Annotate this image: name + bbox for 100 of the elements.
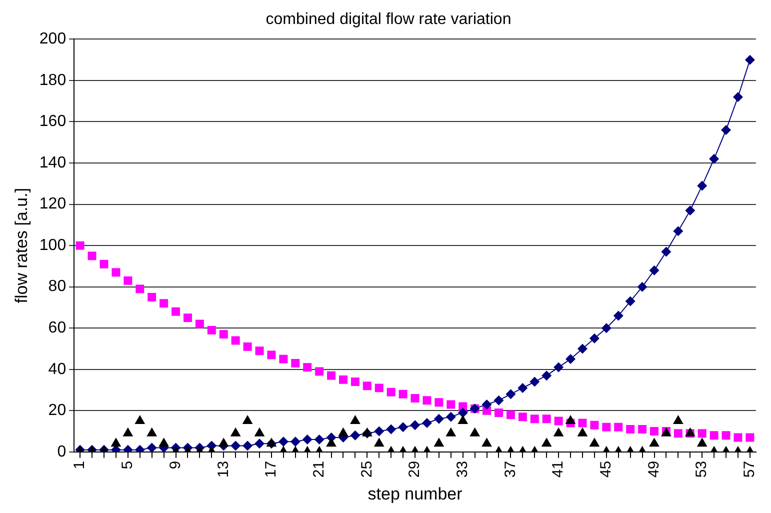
x-tick-label: 29 xyxy=(406,460,424,478)
point xyxy=(339,375,348,384)
point xyxy=(218,438,229,447)
point xyxy=(470,427,480,436)
point xyxy=(637,282,648,292)
point xyxy=(146,427,158,436)
point xyxy=(350,430,360,440)
point xyxy=(386,388,396,396)
x-tick-label: 17 xyxy=(262,460,280,478)
point xyxy=(625,296,636,306)
point xyxy=(243,342,252,351)
x-tick-label: 1 xyxy=(71,460,88,470)
point xyxy=(230,440,241,451)
y-tick-label: 140 xyxy=(39,154,66,172)
point xyxy=(291,358,300,368)
y-axis-title: flow rates [a.u.] xyxy=(12,188,31,304)
point xyxy=(434,414,444,424)
x-tick-label: 57 xyxy=(741,460,758,478)
point xyxy=(374,438,384,447)
point xyxy=(494,408,503,417)
point xyxy=(302,434,312,445)
point xyxy=(195,320,204,328)
point xyxy=(734,433,742,442)
x-tick-label: 13 xyxy=(214,460,232,478)
point xyxy=(267,350,276,360)
x-axis-title: step number xyxy=(368,484,463,504)
point xyxy=(590,420,599,430)
point xyxy=(254,438,265,449)
point xyxy=(506,410,515,420)
point xyxy=(160,299,168,308)
point xyxy=(732,92,743,102)
y-tick-label: 100 xyxy=(39,236,66,254)
point xyxy=(422,418,432,428)
point xyxy=(327,371,336,380)
point xyxy=(314,434,324,445)
point xyxy=(434,398,444,407)
point xyxy=(88,252,96,260)
point xyxy=(494,395,504,406)
y-tick-label: 120 xyxy=(39,196,66,213)
x-tick-label: 37 xyxy=(502,460,519,478)
x-tick-label: 21 xyxy=(310,460,328,478)
y-tick-label: 20 xyxy=(48,402,66,420)
y-tick-label: 160 xyxy=(39,113,66,130)
x-tick-label: 49 xyxy=(645,460,662,478)
point xyxy=(422,396,432,405)
y-tick-label: 40 xyxy=(48,360,66,378)
point xyxy=(553,427,564,436)
point xyxy=(242,440,253,451)
point xyxy=(709,154,720,164)
point xyxy=(554,362,564,372)
point xyxy=(242,414,253,424)
point xyxy=(362,382,372,390)
point xyxy=(542,414,551,424)
point xyxy=(350,378,360,386)
point xyxy=(100,260,108,268)
x-tick-label: 9 xyxy=(166,460,184,470)
point xyxy=(219,330,228,339)
point xyxy=(577,344,588,354)
point xyxy=(674,429,682,438)
point xyxy=(661,246,672,257)
point xyxy=(638,424,647,434)
point xyxy=(338,427,348,436)
point xyxy=(146,442,157,452)
point xyxy=(566,354,576,364)
point xyxy=(279,354,288,364)
chart-title: combined digital flow rate variation xyxy=(266,11,512,28)
point xyxy=(255,346,264,356)
point xyxy=(602,422,611,432)
point xyxy=(290,436,300,447)
point xyxy=(134,414,146,424)
point xyxy=(315,367,324,376)
point xyxy=(482,399,492,410)
point xyxy=(482,438,492,447)
point xyxy=(710,431,718,440)
point xyxy=(722,431,730,440)
point xyxy=(254,427,265,436)
point xyxy=(434,438,444,447)
point xyxy=(613,310,624,321)
point xyxy=(601,323,612,334)
point xyxy=(506,389,516,400)
point xyxy=(136,284,144,294)
point xyxy=(530,414,539,424)
point xyxy=(650,427,658,436)
point xyxy=(386,424,396,434)
y-tick-label: 0 xyxy=(57,443,66,460)
point xyxy=(172,307,180,316)
point xyxy=(649,438,660,447)
y-tick-label: 200 xyxy=(39,30,66,48)
point xyxy=(541,438,552,447)
point xyxy=(746,433,754,442)
x-tick-label: 41 xyxy=(550,460,567,478)
point xyxy=(589,438,600,447)
point xyxy=(278,436,288,447)
point xyxy=(326,438,336,447)
point xyxy=(518,382,528,393)
point xyxy=(554,416,563,426)
point xyxy=(589,333,600,344)
point xyxy=(122,427,134,436)
point xyxy=(112,268,120,277)
point xyxy=(207,326,216,334)
